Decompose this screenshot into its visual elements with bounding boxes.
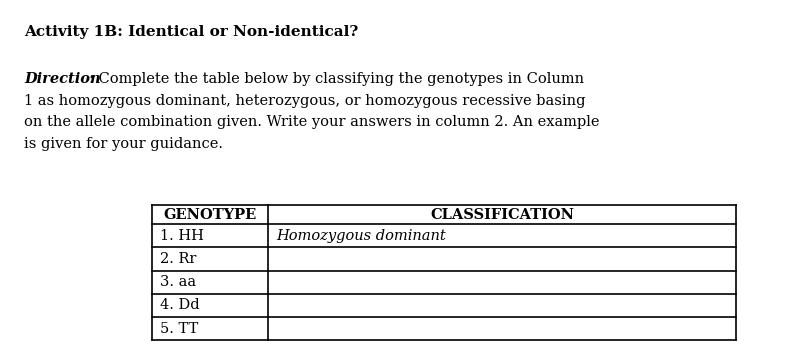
- Text: Direction: Direction: [24, 72, 101, 86]
- Text: is given for your guidance.: is given for your guidance.: [24, 137, 223, 151]
- Text: GENOTYPE: GENOTYPE: [163, 208, 257, 222]
- Text: 1. HH: 1. HH: [160, 229, 204, 243]
- Text: 2. Rr: 2. Rr: [160, 252, 196, 266]
- Text: 5. TT: 5. TT: [160, 321, 198, 336]
- Text: 3. aa: 3. aa: [160, 275, 196, 289]
- Text: Homozygous dominant: Homozygous dominant: [276, 229, 446, 243]
- Text: 4. Dd: 4. Dd: [160, 298, 200, 312]
- Text: 1 as homozygous dominant, heterozygous, or homozygous recessive basing: 1 as homozygous dominant, heterozygous, …: [24, 94, 586, 108]
- Text: : Complete the table below by classifying the genotypes in Column: : Complete the table below by classifyin…: [89, 72, 584, 86]
- Text: Activity 1B: Identical or Non-identical?: Activity 1B: Identical or Non-identical?: [24, 25, 358, 39]
- Text: CLASSIFICATION: CLASSIFICATION: [430, 208, 574, 222]
- Text: on the allele combination given. Write your answers in column 2. An example: on the allele combination given. Write y…: [24, 115, 599, 129]
